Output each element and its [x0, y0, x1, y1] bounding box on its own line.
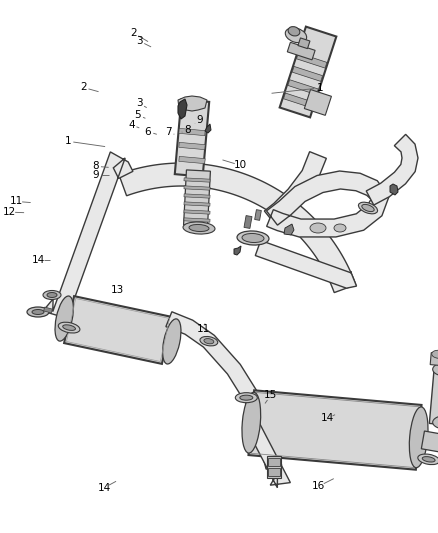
Text: 9: 9: [196, 115, 203, 125]
Ellipse shape: [240, 395, 253, 400]
Ellipse shape: [433, 415, 438, 429]
Text: 11: 11: [197, 325, 210, 334]
Text: 2: 2: [130, 28, 137, 38]
Bar: [283, 93, 314, 108]
Text: 15: 15: [264, 391, 277, 400]
Ellipse shape: [162, 319, 181, 364]
Bar: [430, 353, 438, 366]
Polygon shape: [265, 152, 326, 225]
Ellipse shape: [288, 27, 300, 36]
Bar: [179, 128, 205, 135]
Bar: [429, 369, 438, 426]
Ellipse shape: [358, 202, 378, 214]
Polygon shape: [255, 240, 357, 288]
Polygon shape: [178, 96, 207, 111]
Ellipse shape: [334, 224, 346, 232]
Text: 8: 8: [184, 125, 191, 135]
Polygon shape: [234, 246, 241, 255]
Text: 7: 7: [165, 127, 172, 136]
Polygon shape: [178, 99, 187, 119]
Bar: [298, 38, 310, 49]
Text: 2: 2: [80, 83, 87, 92]
Text: 3: 3: [136, 36, 143, 46]
Text: 6: 6: [145, 127, 152, 136]
Bar: [267, 456, 281, 478]
Bar: [268, 458, 280, 466]
Bar: [297, 53, 327, 68]
Polygon shape: [119, 163, 356, 293]
Polygon shape: [205, 124, 211, 133]
Bar: [64, 296, 172, 364]
Text: 9: 9: [92, 170, 99, 180]
Ellipse shape: [27, 307, 49, 317]
Bar: [179, 142, 205, 150]
Ellipse shape: [235, 393, 257, 402]
Bar: [292, 67, 322, 82]
Text: 12: 12: [3, 207, 16, 217]
Bar: [44, 307, 53, 313]
Text: 1: 1: [316, 83, 323, 93]
Ellipse shape: [43, 290, 61, 300]
Ellipse shape: [32, 310, 44, 314]
Bar: [184, 210, 210, 214]
Ellipse shape: [432, 350, 438, 358]
Bar: [184, 202, 210, 206]
Polygon shape: [166, 312, 282, 469]
Polygon shape: [390, 184, 398, 195]
Ellipse shape: [418, 454, 438, 465]
Bar: [184, 178, 210, 182]
Ellipse shape: [310, 223, 326, 233]
Ellipse shape: [433, 362, 438, 376]
Bar: [175, 100, 209, 176]
Text: 10: 10: [233, 160, 247, 170]
Ellipse shape: [242, 392, 261, 453]
Ellipse shape: [63, 325, 75, 330]
Ellipse shape: [189, 224, 209, 231]
Bar: [179, 156, 205, 164]
Bar: [279, 27, 336, 117]
Text: 5: 5: [134, 110, 141, 120]
Text: 1: 1: [64, 136, 71, 146]
Text: 4: 4: [128, 120, 135, 130]
Ellipse shape: [183, 222, 215, 234]
Text: 14: 14: [321, 414, 334, 423]
Bar: [184, 218, 210, 222]
Ellipse shape: [55, 296, 74, 341]
Text: 16: 16: [312, 481, 325, 491]
Bar: [287, 42, 315, 60]
Ellipse shape: [422, 457, 435, 462]
Ellipse shape: [285, 28, 307, 43]
Bar: [248, 390, 421, 470]
Text: 14: 14: [32, 255, 45, 265]
Ellipse shape: [362, 205, 374, 212]
Bar: [421, 431, 438, 454]
Bar: [268, 468, 280, 476]
Bar: [184, 186, 210, 190]
Polygon shape: [245, 419, 290, 488]
Polygon shape: [284, 224, 294, 235]
Bar: [304, 90, 332, 115]
Ellipse shape: [47, 293, 57, 297]
Text: 8: 8: [92, 161, 99, 171]
Ellipse shape: [237, 231, 269, 245]
Text: 13: 13: [111, 286, 124, 295]
Bar: [184, 170, 210, 226]
Ellipse shape: [58, 322, 80, 333]
Text: 14: 14: [98, 483, 111, 492]
Bar: [184, 194, 210, 198]
Ellipse shape: [410, 407, 428, 468]
Ellipse shape: [204, 338, 214, 344]
Bar: [244, 215, 252, 229]
Polygon shape: [366, 134, 418, 205]
Polygon shape: [43, 152, 133, 318]
Bar: [254, 209, 261, 220]
Bar: [67, 298, 170, 361]
Text: 3: 3: [136, 99, 143, 108]
Ellipse shape: [200, 336, 218, 346]
Text: 11: 11: [10, 197, 23, 206]
Bar: [288, 80, 318, 95]
Polygon shape: [266, 171, 389, 237]
Bar: [251, 392, 419, 467]
Ellipse shape: [242, 233, 264, 243]
